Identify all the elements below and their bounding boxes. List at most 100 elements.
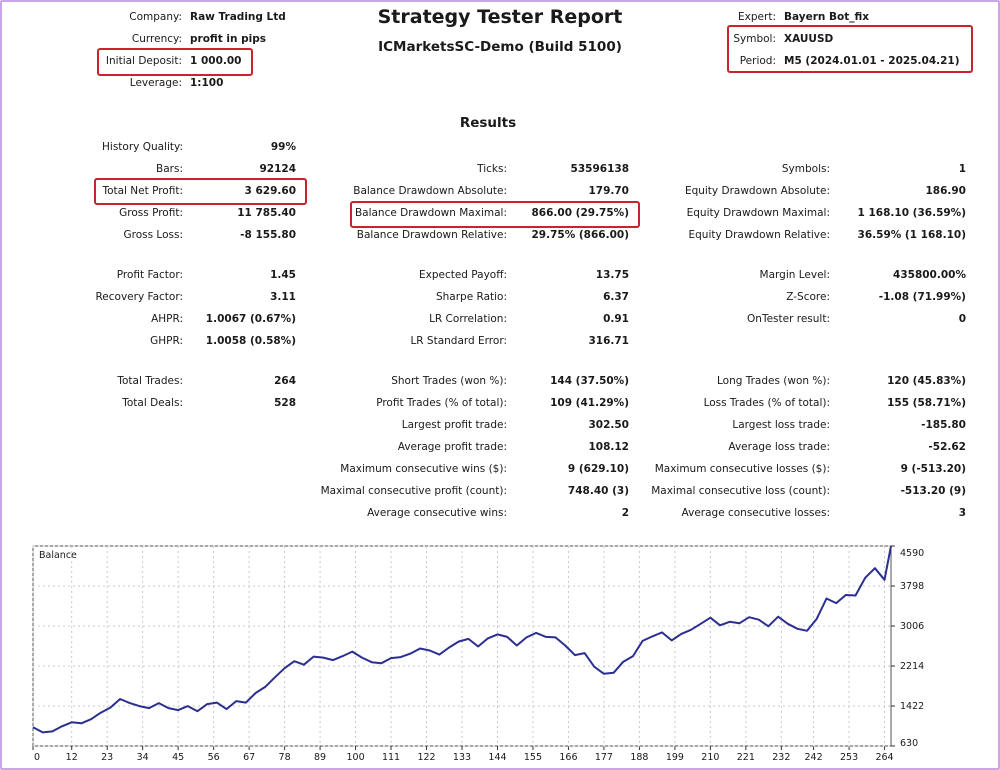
- result-value: 179.70: [588, 185, 629, 197]
- header-label: Symbol:: [733, 33, 776, 45]
- y-tick-label: 3798: [900, 581, 924, 592]
- result-label: Balance Drawdown Absolute:: [353, 185, 507, 197]
- x-tick-label: 221: [737, 752, 755, 763]
- result-value: 186.90: [925, 185, 966, 197]
- result-value: 528: [274, 397, 296, 409]
- result-value: 9 (629.10): [567, 463, 629, 475]
- y-tick-label: 630: [900, 738, 918, 749]
- result-label: Equity Drawdown Absolute:: [684, 185, 830, 197]
- report-title: Strategy Tester Report: [377, 6, 623, 28]
- result-label: Balance Drawdown Maximal:: [354, 207, 507, 219]
- result-label: AHPR:: [151, 313, 183, 325]
- result-label: GHPR:: [150, 335, 183, 347]
- header-label: Initial Deposit:: [105, 55, 182, 67]
- result-value: -513.20 (9): [900, 485, 966, 497]
- result-label: Profit Factor:: [116, 269, 183, 281]
- result-label: Loss Trades (% of total):: [703, 397, 830, 409]
- x-tick-label: 34: [137, 752, 149, 763]
- x-tick-label: 144: [488, 752, 506, 763]
- result-label: Recovery Factor:: [95, 291, 183, 303]
- header-value: profit in pips: [190, 33, 266, 45]
- result-value: 1.0067 (0.67%): [205, 313, 296, 325]
- result-value: 92124: [259, 163, 296, 175]
- x-tick-label: 155: [524, 752, 542, 763]
- result-label: LR Correlation:: [429, 313, 507, 325]
- chart-title: Balance: [39, 550, 77, 561]
- x-tick-label: 45: [172, 752, 184, 763]
- balance-chart: 0 12 23 34 45 56 67 78 89 100 111 122 133 144 155 166 17…: [32, 545, 924, 763]
- header-value: Raw Trading Ltd: [190, 11, 286, 23]
- result-label: Largest loss trade:: [732, 419, 830, 431]
- result-label: Equity Drawdown Maximal:: [686, 207, 830, 219]
- x-tick-label: 264: [875, 752, 893, 763]
- header-value: XAUUSD: [784, 33, 834, 45]
- result-value: 9 (-513.20): [900, 463, 966, 475]
- y-tick-label: 4590: [900, 548, 924, 559]
- result-label: Sharpe Ratio:: [435, 291, 507, 303]
- result-value: 435800.00%: [893, 269, 966, 281]
- result-value: 1.0058 (0.58%): [205, 335, 296, 347]
- result-value: 748.40 (3): [567, 485, 629, 497]
- x-tick-label: 188: [630, 752, 648, 763]
- result-value: 144 (37.50%): [550, 375, 629, 387]
- result-value: 6.37: [603, 291, 629, 303]
- header-label: Company:: [129, 11, 182, 23]
- y-tick-label: 3006: [900, 621, 924, 632]
- result-value: 11 785.40: [237, 207, 296, 219]
- result-label: Total Deals:: [122, 397, 183, 409]
- result-label: Maximum consecutive wins ($):: [340, 463, 507, 475]
- header-label: Period:: [739, 55, 776, 67]
- result-label: Symbols:: [781, 163, 830, 175]
- result-value: -8 155.80: [240, 229, 296, 241]
- result-label: Gross Profit:: [119, 207, 183, 219]
- result-label: Margin Level:: [759, 269, 830, 281]
- result-value: 0: [958, 313, 966, 325]
- result-value: 264: [274, 375, 296, 387]
- result-value: 316.71: [588, 335, 629, 347]
- result-label: Short Trades (won %):: [391, 375, 507, 387]
- result-value: 3: [958, 507, 966, 519]
- header-value: 1 000.00: [190, 55, 242, 67]
- x-tick-label: 122: [417, 752, 435, 763]
- result-value: 99%: [270, 141, 296, 153]
- result-label: Average profit trade:: [397, 441, 507, 453]
- x-tick-label: 67: [243, 752, 255, 763]
- header-label: Currency:: [131, 33, 182, 45]
- x-tick-label: 199: [666, 752, 684, 763]
- result-label: OnTester result:: [747, 313, 830, 325]
- result-value: 29.75% (866.00): [531, 229, 629, 241]
- result-label: Profit Trades (% of total):: [376, 397, 507, 409]
- result-value: 866.00 (29.75%): [531, 207, 629, 219]
- result-label: Expected Payoff:: [418, 269, 507, 281]
- result-label: Largest profit trade:: [401, 419, 507, 431]
- result-value: -1.08 (71.99%): [878, 291, 966, 303]
- result-label: Average consecutive losses:: [681, 507, 830, 519]
- result-value: 109 (41.29%): [550, 397, 629, 409]
- header-value: Bayern Bot_fix: [784, 11, 870, 23]
- result-value: 13.75: [595, 269, 629, 281]
- balance-chart-svg: 0 12 23 34 45 56 67 78 89 100 111 122 133 144 155 166 17…: [32, 545, 924, 763]
- result-value: 3 629.60: [244, 185, 296, 197]
- results-heading: Results: [459, 115, 517, 131]
- result-label: Gross Loss:: [123, 229, 184, 241]
- x-tick-label: 242: [805, 752, 823, 763]
- x-tick-label: 12: [66, 752, 78, 763]
- result-label: Average loss trade:: [728, 441, 830, 453]
- result-label: Long Trades (won %):: [716, 375, 830, 387]
- x-tick-label: 111: [382, 752, 400, 763]
- y-tick-label: 1422: [900, 701, 924, 712]
- result-value: 53596138: [570, 163, 629, 175]
- result-label: Bars:: [156, 163, 183, 175]
- result-value: 1: [958, 163, 966, 175]
- result-value: 0.91: [603, 313, 629, 325]
- x-tick-label: 56: [208, 752, 220, 763]
- result-value: 302.50: [588, 419, 629, 431]
- result-label: Ticks:: [477, 163, 507, 175]
- result-label: Balance Drawdown Relative:: [356, 229, 507, 241]
- header-label: Expert:: [738, 11, 776, 23]
- x-tick-label: 232: [772, 752, 790, 763]
- x-tick-label: 23: [101, 752, 113, 763]
- result-label: Total Net Profit:: [102, 185, 183, 197]
- result-label: Z-Score:: [786, 291, 830, 303]
